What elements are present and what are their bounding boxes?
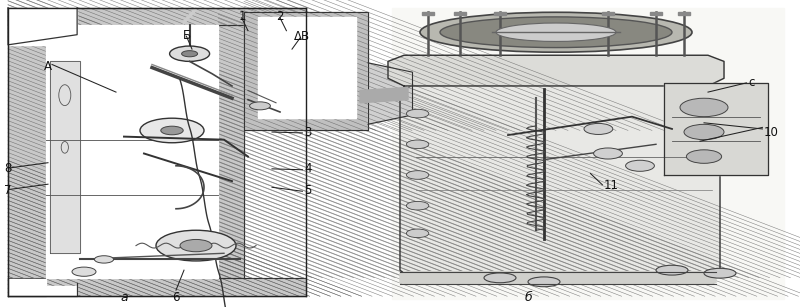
Polygon shape xyxy=(8,8,306,25)
Ellipse shape xyxy=(528,277,560,287)
Circle shape xyxy=(406,229,429,238)
Circle shape xyxy=(161,126,183,135)
Text: 3: 3 xyxy=(304,126,311,138)
Circle shape xyxy=(182,51,198,57)
Text: б: б xyxy=(524,291,532,304)
Polygon shape xyxy=(422,12,434,15)
Circle shape xyxy=(584,123,613,134)
Polygon shape xyxy=(258,17,356,118)
Circle shape xyxy=(406,171,429,179)
Text: 2: 2 xyxy=(276,10,283,23)
Polygon shape xyxy=(183,8,196,25)
Text: 8: 8 xyxy=(4,162,11,175)
Circle shape xyxy=(680,98,728,117)
Polygon shape xyxy=(664,83,768,175)
Polygon shape xyxy=(392,8,784,299)
Ellipse shape xyxy=(656,265,688,275)
Circle shape xyxy=(250,102,270,110)
Polygon shape xyxy=(368,63,412,124)
Text: A: A xyxy=(44,60,52,72)
Polygon shape xyxy=(494,12,506,15)
Polygon shape xyxy=(8,8,77,45)
Polygon shape xyxy=(360,87,408,103)
Text: c: c xyxy=(748,76,754,89)
Text: 11: 11 xyxy=(604,179,619,192)
Polygon shape xyxy=(454,12,466,15)
Circle shape xyxy=(406,140,429,149)
Polygon shape xyxy=(8,278,306,296)
Circle shape xyxy=(94,256,114,263)
Circle shape xyxy=(594,148,622,159)
Polygon shape xyxy=(678,12,690,15)
Circle shape xyxy=(684,124,724,140)
Circle shape xyxy=(170,46,210,61)
Text: 1: 1 xyxy=(238,10,246,23)
Polygon shape xyxy=(388,55,724,86)
Ellipse shape xyxy=(420,12,692,52)
Ellipse shape xyxy=(484,273,516,283)
Polygon shape xyxy=(50,61,80,253)
Polygon shape xyxy=(400,83,720,282)
Circle shape xyxy=(72,267,96,276)
Circle shape xyxy=(180,239,212,252)
Text: 5: 5 xyxy=(304,184,311,197)
Text: 10: 10 xyxy=(764,126,779,138)
Polygon shape xyxy=(46,25,218,278)
Circle shape xyxy=(406,201,429,210)
Circle shape xyxy=(406,109,429,118)
Circle shape xyxy=(626,160,654,171)
Text: 4: 4 xyxy=(304,162,311,175)
Text: а: а xyxy=(120,291,128,304)
Polygon shape xyxy=(650,12,662,15)
Circle shape xyxy=(686,150,722,163)
Polygon shape xyxy=(602,12,614,15)
Ellipse shape xyxy=(440,17,672,48)
Circle shape xyxy=(140,118,204,143)
Polygon shape xyxy=(218,25,244,278)
Polygon shape xyxy=(400,272,716,284)
Polygon shape xyxy=(244,12,368,130)
Circle shape xyxy=(156,230,236,261)
Text: ΔВ: ΔВ xyxy=(294,30,310,43)
Text: Б: Б xyxy=(182,29,190,42)
Polygon shape xyxy=(8,8,46,296)
Polygon shape xyxy=(8,279,77,296)
Text: 6: 6 xyxy=(172,291,180,304)
Ellipse shape xyxy=(496,23,616,41)
Text: 7: 7 xyxy=(4,184,11,197)
Ellipse shape xyxy=(704,268,736,278)
